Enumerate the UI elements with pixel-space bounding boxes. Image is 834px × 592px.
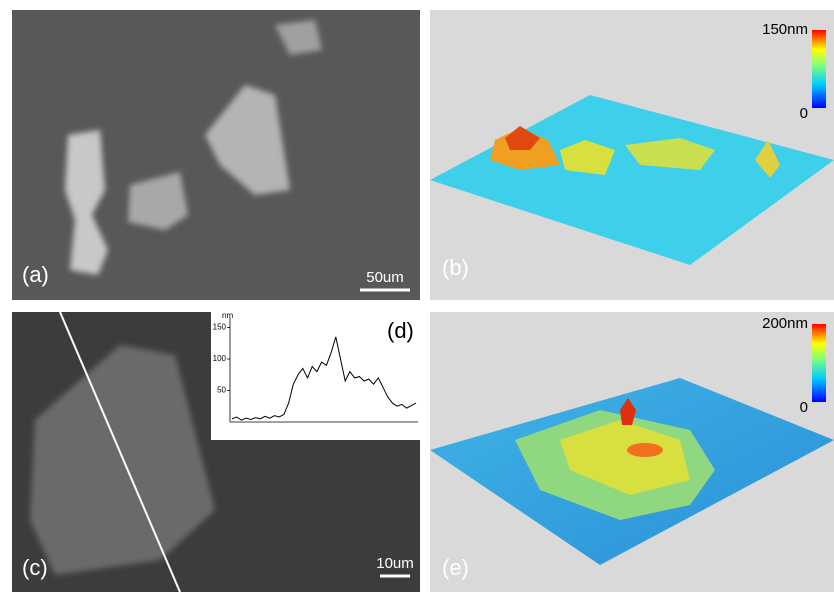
panel-b: 150nm 0 (b)	[430, 10, 834, 300]
y-tick-label: 150	[213, 323, 227, 332]
panel-e: 200nm 0 (e)	[430, 312, 834, 592]
axis-unit: nm	[222, 311, 233, 320]
colorbar-min: 0	[800, 399, 808, 416]
panel-d: nm (d) 50 100 150	[211, 310, 420, 440]
panel-label: (d)	[387, 318, 414, 343]
colorbar-max: 200nm	[762, 315, 808, 332]
panel-label: (b)	[442, 255, 469, 280]
scale-bar-label: 10um	[376, 555, 414, 572]
figure: (a) 50um 150nm 0 (b) (c) 10um nm (d) 50 1…	[0, 0, 834, 592]
panel-label: (a)	[22, 262, 49, 287]
scale-bar-label: 50um	[366, 269, 404, 286]
panel-a: (a) 50um	[12, 10, 420, 300]
panel-label: (c)	[22, 555, 48, 580]
y-tick-label: 100	[213, 354, 227, 363]
colorbar-min: 0	[800, 105, 808, 122]
y-tick-label: 50	[217, 386, 226, 395]
panel-label: (e)	[442, 555, 469, 580]
colorbar-max: 150nm	[762, 21, 808, 38]
